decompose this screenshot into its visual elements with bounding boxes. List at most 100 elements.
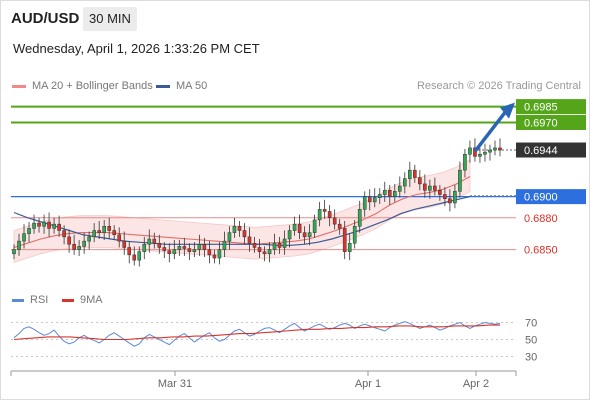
candle-body xyxy=(87,236,91,242)
candle-body xyxy=(137,251,142,261)
candle-body xyxy=(377,194,382,198)
candle-body xyxy=(17,240,21,250)
candle-body xyxy=(77,246,81,250)
candle-body xyxy=(468,147,472,155)
rsi-ma-legend-label: 9MA xyxy=(80,294,103,306)
candle-body xyxy=(408,169,412,179)
rsi-ma-line xyxy=(13,324,500,341)
candle-body xyxy=(372,197,377,203)
candle-body xyxy=(242,230,247,238)
candle-body xyxy=(327,211,332,219)
candle-body xyxy=(12,249,16,255)
candle-body xyxy=(72,244,76,250)
candle-body xyxy=(67,236,71,245)
candle-body xyxy=(227,232,232,242)
rsi-tick-30: 30 xyxy=(525,352,537,364)
ma50-line xyxy=(13,196,471,246)
candle-body xyxy=(252,242,257,248)
candle-body xyxy=(367,196,372,203)
candle-body xyxy=(423,183,427,191)
candle-body xyxy=(107,226,111,231)
candle-body xyxy=(247,236,252,244)
candle-body xyxy=(102,226,106,233)
ma50-swatch-icon xyxy=(156,84,170,88)
candle-body xyxy=(52,223,56,229)
candle-body xyxy=(498,147,502,151)
ma50-legend-label: MA 50 xyxy=(176,80,208,92)
candle-body xyxy=(167,250,172,255)
candle-body xyxy=(347,242,352,252)
timeframe-badge[interactable]: 30 MIN xyxy=(83,7,137,31)
candle-body xyxy=(403,178,407,187)
level-label-0-6970: 0.6970 xyxy=(524,117,558,129)
bollinger-band xyxy=(13,158,471,263)
candle-body xyxy=(418,177,422,185)
candle-body xyxy=(362,196,367,210)
candle-body xyxy=(172,249,177,255)
candle-body xyxy=(458,169,462,192)
candle-body xyxy=(222,240,227,250)
candle-body xyxy=(392,191,397,197)
level-label-0-6944: 0.6944 xyxy=(524,145,558,157)
legend-rsi: RSI xyxy=(12,294,48,306)
candle-body xyxy=(443,194,447,199)
candle-body xyxy=(337,223,342,229)
candle-body xyxy=(302,232,307,238)
candle-body xyxy=(212,254,217,259)
level-badge-0-6900 xyxy=(516,189,586,205)
candle-body xyxy=(157,242,162,248)
candle-body xyxy=(187,248,192,252)
candle-body xyxy=(453,191,457,204)
candle-body xyxy=(207,249,212,256)
candle-body xyxy=(202,244,207,250)
x-tick-label: Apr 1 xyxy=(355,378,381,390)
legend-rsi-ma: 9MA xyxy=(62,294,103,306)
candle-body xyxy=(382,190,387,195)
candle-body xyxy=(117,234,122,242)
candle-body xyxy=(428,185,432,191)
ma20-legend-label: MA 20 + Bollinger Bands xyxy=(32,80,153,92)
symbol-title: AUD/USD xyxy=(11,10,80,27)
candle-body xyxy=(292,223,297,231)
source-credit: Research © 2026 Trading Central xyxy=(416,80,581,92)
candle-body xyxy=(267,249,272,255)
candle-body xyxy=(162,247,167,251)
candle-body xyxy=(192,249,197,252)
x-tick-label: Mar 31 xyxy=(158,378,192,390)
candle-body xyxy=(122,240,127,248)
candle-body xyxy=(127,247,132,256)
candle-body xyxy=(463,154,467,171)
candle-body xyxy=(232,226,237,233)
candle-body xyxy=(142,244,147,252)
candle-body xyxy=(438,190,442,195)
candle-body xyxy=(483,151,487,155)
candle-body xyxy=(307,232,312,238)
candle-body xyxy=(322,209,327,212)
candle-body xyxy=(97,230,101,233)
candle-body xyxy=(147,238,152,245)
candle-body xyxy=(262,251,267,255)
rsi-line xyxy=(13,321,501,347)
ma20-line xyxy=(13,176,471,249)
candle-body xyxy=(42,221,46,227)
candle-body xyxy=(217,249,222,259)
rsi-ma-swatch-icon xyxy=(62,298,74,302)
level-label-0-6850: 0.6850 xyxy=(524,245,558,257)
candle-body xyxy=(488,149,492,153)
level-label-0-6900: 0.6900 xyxy=(524,192,558,204)
candle-body xyxy=(112,230,117,236)
candle-body xyxy=(62,230,66,238)
candle-body xyxy=(257,247,262,252)
candle-body xyxy=(282,238,287,248)
timestamp: Wednesday, April 1, 2026 1:33:26 PM CET xyxy=(13,41,260,56)
candle-body xyxy=(433,185,437,191)
candle-body xyxy=(27,228,31,234)
candle-body xyxy=(478,154,482,157)
candle-body xyxy=(342,228,347,252)
candle-body xyxy=(448,198,452,204)
candle-body xyxy=(493,147,497,151)
candle-body xyxy=(57,223,61,231)
candle-body xyxy=(182,246,187,249)
candle-body xyxy=(92,230,96,238)
